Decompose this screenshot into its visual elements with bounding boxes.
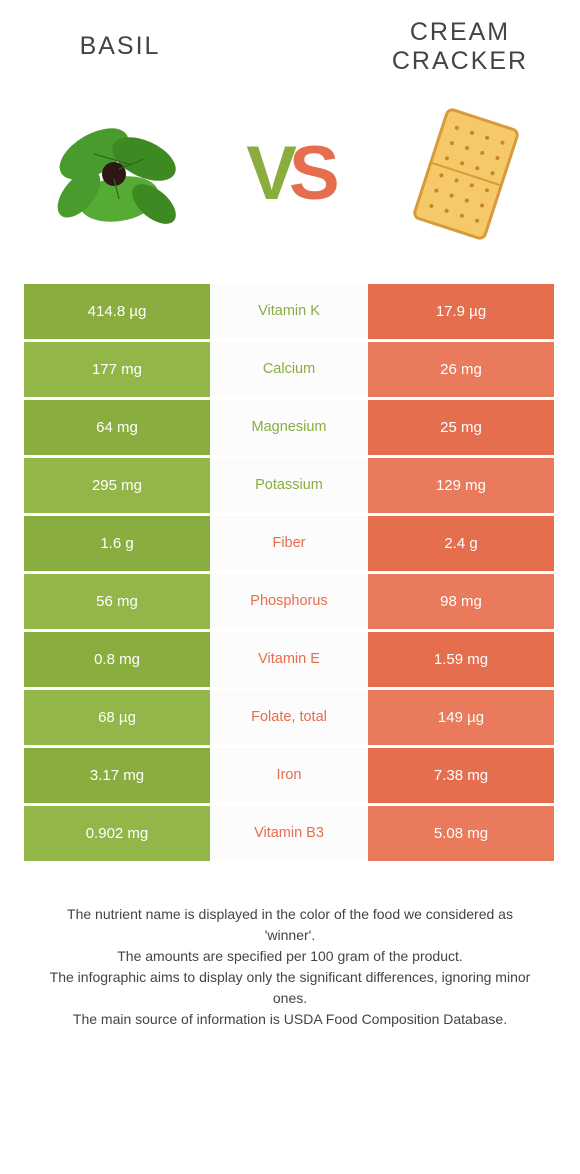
table-row: 414.8 µgVitamin K17.9 µg (24, 284, 556, 339)
left-value: 68 µg (24, 690, 210, 745)
table-row: 56 mgPhosphorus98 mg (24, 574, 556, 629)
nutrient-label: Vitamin K (210, 284, 368, 339)
nutrient-label: Vitamin B3 (210, 806, 368, 861)
table-row: 3.17 mgIron7.38 mg (24, 748, 556, 803)
nutrient-label: Potassium (210, 458, 368, 513)
nutrient-label: Vitamin E (210, 632, 368, 687)
nutrient-label: Magnesium (210, 400, 368, 455)
table-row: 0.8 mgVitamin E1.59 mg (24, 632, 556, 687)
vs-v: V (246, 130, 291, 217)
table-row: 295 mgPotassium129 mg (24, 458, 556, 513)
table-row: 68 µgFolate, total149 µg (24, 690, 556, 745)
left-value: 56 mg (24, 574, 210, 629)
nutrient-label: Calcium (210, 342, 368, 397)
left-value: 295 mg (24, 458, 210, 513)
comparison-table: 414.8 µgVitamin K17.9 µg177 mgCalcium26 … (0, 284, 580, 861)
left-value: 177 mg (24, 342, 210, 397)
right-value: 26 mg (368, 342, 554, 397)
table-row: 0.902 mgVitamin B35.08 mg (24, 806, 556, 861)
footer-line: The nutrient name is displayed in the co… (40, 904, 540, 946)
vs-s: S (289, 130, 334, 217)
right-value: 7.38 mg (368, 748, 554, 803)
right-value: 17.9 µg (368, 284, 554, 339)
nutrient-label: Iron (210, 748, 368, 803)
nutrient-label: Folate, total (210, 690, 368, 745)
right-value: 2.4 g (368, 516, 554, 571)
right-title: Cream cracker (370, 18, 550, 76)
cracker-icon (386, 94, 546, 254)
table-row: 1.6 gFiber2.4 g (24, 516, 556, 571)
header-images: VS (0, 76, 580, 284)
footer-line: The infographic aims to display only the… (40, 967, 540, 1009)
right-value: 129 mg (368, 458, 554, 513)
nutrient-label: Phosphorus (210, 574, 368, 629)
right-value: 98 mg (368, 574, 554, 629)
vs-label: VS (246, 130, 333, 217)
basil-icon (34, 94, 194, 254)
header-titles: Basil Cream cracker (0, 0, 580, 76)
footer-notes: The nutrient name is displayed in the co… (0, 864, 580, 1030)
table-row: 177 mgCalcium26 mg (24, 342, 556, 397)
right-value: 5.08 mg (368, 806, 554, 861)
left-value: 0.8 mg (24, 632, 210, 687)
left-value: 3.17 mg (24, 748, 210, 803)
left-value: 1.6 g (24, 516, 210, 571)
table-row: 64 mgMagnesium25 mg (24, 400, 556, 455)
left-title: Basil (30, 32, 210, 61)
left-value: 414.8 µg (24, 284, 210, 339)
right-value: 149 µg (368, 690, 554, 745)
nutrient-label: Fiber (210, 516, 368, 571)
right-value: 1.59 mg (368, 632, 554, 687)
left-value: 0.902 mg (24, 806, 210, 861)
right-value: 25 mg (368, 400, 554, 455)
left-value: 64 mg (24, 400, 210, 455)
footer-line: The amounts are specified per 100 gram o… (40, 946, 540, 967)
footer-line: The main source of information is USDA F… (40, 1009, 540, 1030)
